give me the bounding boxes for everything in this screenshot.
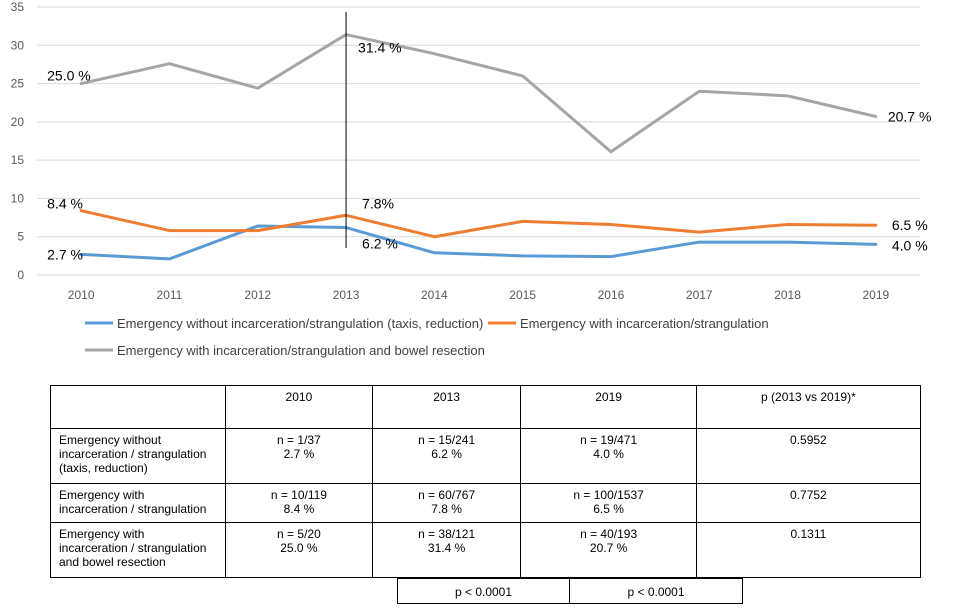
legend-label-series-1: Emergency without incarceration/strangul… bbox=[117, 316, 483, 331]
row-label-line: (taxis, reduction) bbox=[59, 461, 148, 475]
data-label: 6.5 % bbox=[892, 217, 928, 233]
row-label-line: and bowel resection bbox=[59, 555, 166, 569]
data-label: 4.0 % bbox=[892, 237, 928, 253]
table-header-row: 2010 2013 2019 p (2013 vs 2019)* bbox=[50, 385, 922, 429]
y-axis-ticks: 0 5 10 15 20 25 30 35 bbox=[11, 0, 25, 282]
table-header-p: p (2013 vs 2019)* bbox=[695, 385, 922, 429]
row-label-line: incarceration / strangulation bbox=[59, 541, 207, 555]
cell-percent: 6.5 % bbox=[593, 502, 624, 516]
table-header-2010: 2010 bbox=[225, 385, 373, 429]
series-lines bbox=[79, 33, 878, 261]
y-tick-label: 10 bbox=[11, 191, 25, 205]
data-label: 7.8% bbox=[362, 195, 394, 211]
cell-percent: 7.8 % bbox=[431, 502, 462, 516]
y-tick-label: 15 bbox=[11, 153, 25, 167]
row-label: Emergency with incarceration / strangula… bbox=[50, 483, 226, 523]
cell-percent: 4.0 % bbox=[593, 447, 624, 461]
row-label-line: Emergency with bbox=[59, 527, 145, 541]
table-cell: n = 19/471 4.0 % bbox=[520, 428, 697, 484]
y-tick-label: 20 bbox=[11, 115, 25, 129]
cell-count: n = 40/193 bbox=[580, 527, 638, 541]
cell-count: n = 15/241 bbox=[418, 433, 476, 447]
x-axis-ticks: 2010 2011 2012 2013 2014 2015 2016 2017 2018 2019 bbox=[68, 288, 890, 302]
p-value-2010-vs-2013: p < 0.0001 bbox=[397, 578, 570, 604]
data-label: 2.7 % bbox=[47, 246, 83, 262]
table-cell: n = 5/20 25.0 % bbox=[225, 522, 373, 578]
legend-label-series-2: Emergency with incarceration/strangulati… bbox=[520, 316, 769, 331]
x-tick-label: 2017 bbox=[686, 288, 713, 302]
cell-count: n = 1/37 bbox=[277, 433, 321, 447]
y-tick-label: 35 bbox=[11, 0, 25, 14]
row-label-line: incarceration / strangulation bbox=[59, 447, 207, 461]
cell-count: n = 38/121 bbox=[418, 527, 476, 541]
gridlines bbox=[37, 6, 920, 238]
p-value-cell: 0.7752 bbox=[695, 483, 922, 523]
x-tick-label: 2010 bbox=[68, 288, 95, 302]
x-tick-label: 2014 bbox=[421, 288, 448, 302]
y-tick-label: 25 bbox=[11, 77, 25, 91]
data-label: 25.0 % bbox=[47, 68, 91, 84]
table-cell: n = 40/193 20.7 % bbox=[520, 522, 697, 578]
data-label: 31.4 % bbox=[358, 40, 402, 56]
row-label-line: incarceration / strangulation bbox=[59, 502, 207, 516]
table-cell: n = 10/119 8.4 % bbox=[225, 483, 373, 523]
cell-percent: 31.4 % bbox=[427, 541, 466, 555]
legend: Emergency without incarceration/strangul… bbox=[85, 316, 769, 358]
data-table: 2010 2013 2019 p (2013 vs 2019)* Emergen… bbox=[50, 385, 922, 578]
x-tick-label: 2016 bbox=[598, 288, 625, 302]
y-tick-label: 0 bbox=[17, 268, 24, 282]
row-label-line: Emergency with bbox=[59, 488, 145, 502]
x-tick-label: 2015 bbox=[509, 288, 536, 302]
cell-percent: 8.4 % bbox=[283, 502, 315, 516]
table-cell: n = 38/121 31.4 % bbox=[371, 522, 522, 578]
table-header-2013: 2013 bbox=[371, 385, 522, 429]
cell-count: n = 5/20 bbox=[277, 527, 321, 541]
x-tick-label: 2012 bbox=[244, 288, 271, 302]
table-cell: n = 15/241 6.2 % bbox=[371, 428, 522, 484]
series-line-1 bbox=[79, 224, 878, 261]
table-row: Emergency with incarceration / strangula… bbox=[50, 522, 922, 578]
p-value-cell: 0.5952 bbox=[695, 428, 922, 484]
legend-label-series-3: Emergency with incarceration/strangulati… bbox=[117, 343, 485, 358]
data-label: 8.4 % bbox=[47, 196, 83, 212]
y-tick-label: 30 bbox=[11, 38, 25, 52]
y-tick-label: 5 bbox=[17, 230, 24, 244]
cell-percent: 2.7 % bbox=[283, 447, 315, 461]
cell-percent: 20.7 % bbox=[589, 541, 628, 555]
p-value-cell: 0.1311 bbox=[695, 522, 922, 578]
cell-count: n = 10/119 bbox=[270, 488, 327, 502]
table-row: Emergency without incarceration / strang… bbox=[50, 428, 922, 484]
data-label: 6.2 % bbox=[362, 236, 398, 252]
table-cell: n = 60/767 7.8 % bbox=[371, 483, 522, 523]
table-cell: n = 100/1537 6.5 % bbox=[520, 483, 697, 523]
footer-p-values: p < 0.0001 p < 0.0001 bbox=[397, 578, 743, 604]
data-labels: 2.7 % 6.2 % 4.0 % 8.4 % 7.8% 6.5 % 25.0 % 31.4 … bbox=[47, 40, 931, 263]
cell-percent: 25.0 % bbox=[280, 541, 318, 555]
x-tick-label: 2019 bbox=[862, 288, 889, 302]
table-row: Emergency with incarceration / strangula… bbox=[50, 483, 922, 523]
x-tick-label: 2011 bbox=[157, 288, 183, 302]
cell-count: n = 100/1537 bbox=[573, 488, 644, 502]
row-label: Emergency without incarceration / strang… bbox=[50, 428, 226, 484]
x-tick-label: 2013 bbox=[333, 288, 360, 302]
row-label-line: Emergency without bbox=[59, 433, 162, 447]
table-cell: n = 1/37 2.7 % bbox=[225, 428, 373, 484]
cell-percent: 6.2 % bbox=[431, 447, 462, 461]
table-header-blank bbox=[50, 385, 226, 429]
cell-count: n = 60/767 bbox=[418, 488, 476, 502]
p-value-2013-vs-2019: p < 0.0001 bbox=[570, 578, 743, 604]
x-tick-label: 2018 bbox=[774, 288, 801, 302]
data-label: 20.7 % bbox=[888, 108, 932, 124]
series-line-2 bbox=[79, 209, 878, 239]
cell-count: n = 19/471 bbox=[580, 433, 638, 447]
row-label: Emergency with incarceration / strangula… bbox=[50, 522, 226, 578]
table-header-2019: 2019 bbox=[520, 385, 697, 429]
series-line-3 bbox=[79, 33, 878, 154]
